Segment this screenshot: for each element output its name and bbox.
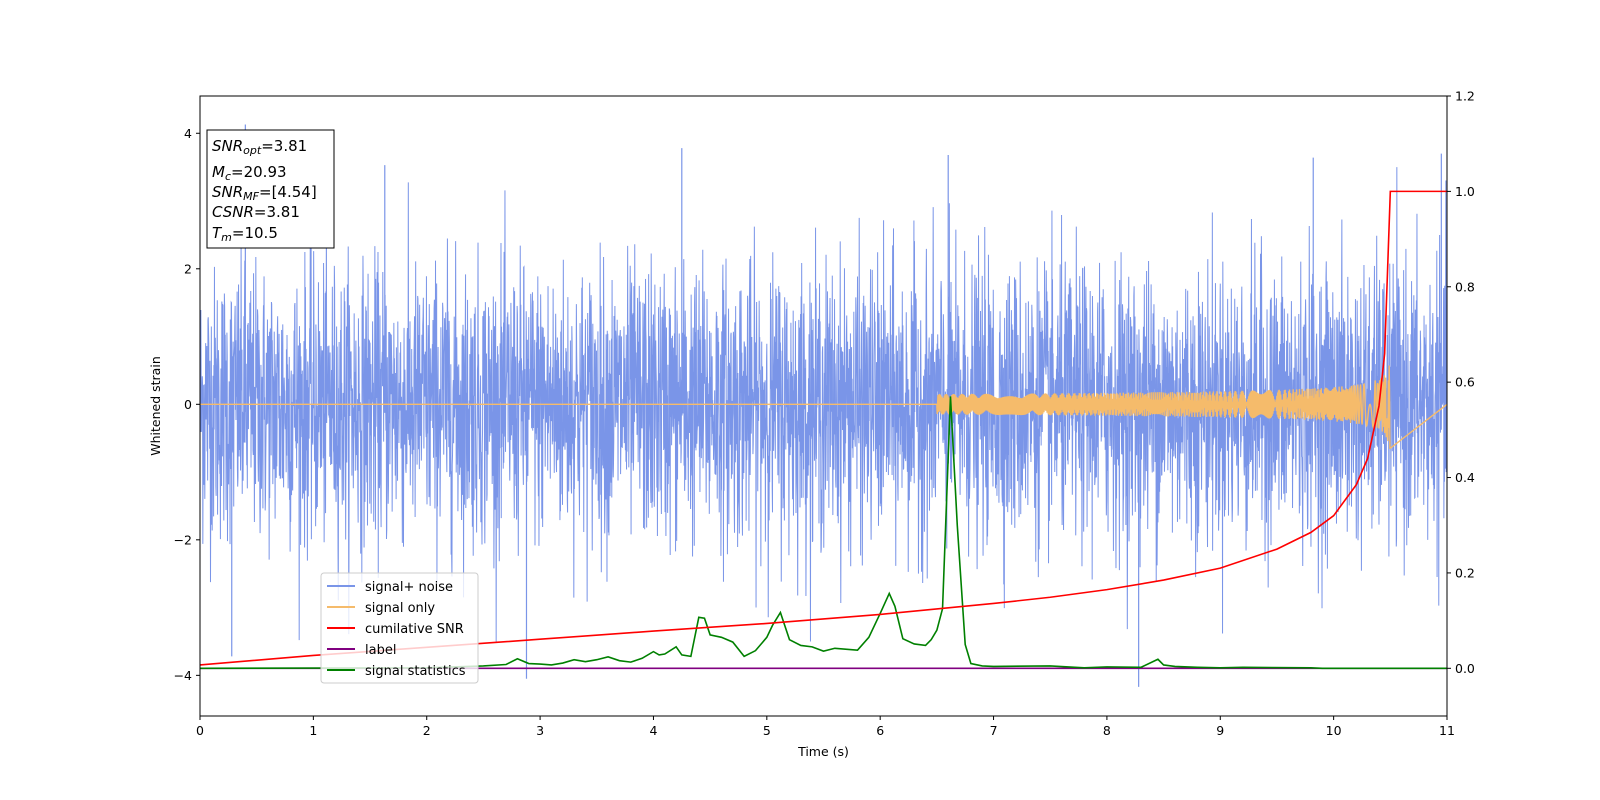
series-layer	[200, 124, 1447, 687]
y-tick-label: 2	[184, 261, 192, 276]
plot-frame	[199, 95, 1448, 717]
y2-tick-label: 1.0	[1455, 184, 1475, 199]
y2-tick-label: 0.2	[1455, 565, 1475, 580]
x-tick-label: 3	[536, 723, 544, 738]
y-tick-label: −2	[174, 532, 192, 547]
y2-tick-label: 0.4	[1455, 470, 1475, 485]
x-tick-label: 0	[196, 723, 204, 738]
x-tick-label: 1	[309, 723, 317, 738]
legend-label-signal-only: signal only	[365, 601, 435, 616]
y2-tick-label: 1.2	[1455, 89, 1475, 104]
x-tick-label: 5	[763, 723, 771, 738]
annotation-tm: Tm=10.5	[212, 224, 278, 244]
y-axis-label: Whitened strain	[148, 356, 163, 455]
legend-label-cumulative-snr: cumilative SNR	[365, 622, 464, 637]
x-tick-label: 6	[876, 723, 884, 738]
series-cumulative-snr	[200, 190, 1447, 666]
x-tick-label: 9	[1216, 723, 1224, 738]
x-tick-label: 4	[649, 723, 657, 738]
legend-label-signal-noise: signal+ noise	[365, 580, 453, 595]
annotation-snr-opt: SNRopt=3.81	[212, 137, 307, 157]
series-signal-statistics	[200, 396, 1447, 670]
y-tick-label: 4	[184, 126, 192, 141]
annotation-box: SNRopt=3.81 Mc=20.93 SNRMF=[4.54] CSNR=3…	[206, 129, 335, 249]
y2-tick-label: 0.0	[1455, 661, 1475, 676]
y2-tick-label: 0.8	[1455, 279, 1475, 294]
legend: signal+ noise signal only cumilative SNR…	[320, 572, 479, 684]
annotation-snr-mf: SNRMF=[4.54]	[212, 183, 317, 203]
series-signal-only	[200, 365, 1447, 449]
y-tick-label: −4	[174, 668, 192, 683]
legend-label-label: label	[365, 643, 396, 658]
annotation-mc: Mc=20.93	[212, 163, 287, 183]
axes-layer: 0 1 2 3 4 5 6 7 8 9 10 11 4 2 0 −2 −4 1.2 1.0 0.8 0.6 0.4 0.2 0…	[174, 89, 1475, 739]
legend-frame	[320, 572, 479, 684]
y2-tick-label: 0.6	[1455, 375, 1475, 390]
y-tick-label: 0	[184, 397, 192, 412]
annotation-frame	[206, 129, 335, 249]
x-axis-label: Time (s)	[797, 744, 849, 759]
x-tick-label: 11	[1439, 723, 1455, 738]
series-signal-noise	[200, 167, 1447, 642]
annotation-csnr: CSNR=3.81	[212, 203, 300, 221]
legend-label-signal-statistics: signal statistics	[365, 664, 466, 679]
x-tick-label: 2	[423, 723, 431, 738]
x-tick-label: 7	[990, 723, 998, 738]
x-tick-label: 10	[1326, 723, 1342, 738]
x-tick-label: 8	[1103, 723, 1111, 738]
